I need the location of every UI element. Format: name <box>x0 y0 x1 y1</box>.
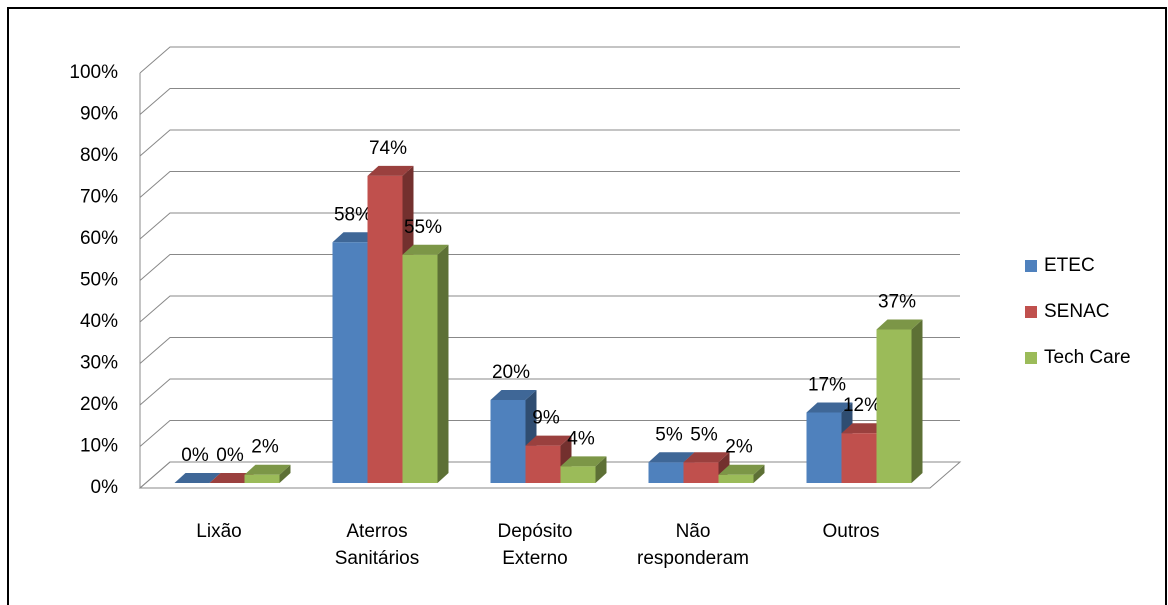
data-label: 5% <box>690 424 718 445</box>
grid-line <box>139 171 960 198</box>
bar-top <box>244 464 291 475</box>
bar-top <box>560 456 607 467</box>
data-label: 58% <box>334 204 372 225</box>
y-tick-label: 80% <box>80 145 118 166</box>
data-label: 2% <box>251 437 279 458</box>
bar-top <box>367 165 414 176</box>
legend-label: Tech Care <box>1044 347 1131 368</box>
y-tick-label: 70% <box>80 187 118 208</box>
grid-line <box>139 378 960 406</box>
bar-top <box>718 464 765 475</box>
data-label: 20% <box>492 362 530 383</box>
bar-front <box>648 462 684 483</box>
bar-side <box>595 456 607 483</box>
legend-swatch <box>1025 306 1037 318</box>
bar <box>718 464 765 483</box>
data-label: 74% <box>369 138 407 159</box>
bar-front <box>367 175 403 483</box>
bar-top <box>648 452 695 463</box>
legend-label: ETEC <box>1044 255 1095 276</box>
legend-swatch <box>1025 260 1037 272</box>
bar-front <box>841 433 877 483</box>
bar-front <box>560 466 596 483</box>
legend-label: SENAC <box>1044 301 1109 322</box>
bar <box>876 319 923 483</box>
data-label: 0% <box>216 445 244 466</box>
bar-side <box>279 464 291 483</box>
grid-line <box>139 46 960 74</box>
legend-swatch <box>1025 352 1037 364</box>
grid-line <box>139 337 960 364</box>
data-label: 37% <box>878 291 916 312</box>
bar <box>209 473 256 483</box>
bar <box>402 244 449 483</box>
x-tick-label: Aterros Sanitários <box>334 521 420 569</box>
bar-side <box>437 244 449 483</box>
bar-side <box>911 319 923 483</box>
x-tick-label: Não responderam <box>637 521 749 569</box>
bar-front <box>490 400 526 483</box>
grid-line <box>139 254 960 281</box>
grid-line <box>139 88 960 115</box>
bar <box>174 473 221 483</box>
bar-front <box>683 462 719 483</box>
data-label: 9% <box>532 408 560 429</box>
y-tick-label: 40% <box>80 311 118 332</box>
x-tick-label: Depósito Externo <box>497 521 573 569</box>
y-tick-label: 60% <box>80 228 118 249</box>
bar-top <box>209 473 256 483</box>
data-label: 55% <box>404 217 442 238</box>
y-tick-label: 30% <box>80 353 118 374</box>
bar-top <box>490 390 537 400</box>
bar-front <box>876 329 912 483</box>
x-tick-label: Outros <box>822 521 880 542</box>
bar-front <box>718 474 754 483</box>
bar <box>244 464 291 483</box>
bar <box>683 452 730 483</box>
data-label: 2% <box>725 437 753 458</box>
bar-top <box>174 473 221 483</box>
data-label: 4% <box>567 428 595 449</box>
x-tick-label: Lixão <box>196 521 242 542</box>
grid-line <box>139 295 960 323</box>
y-tick-label: 10% <box>80 436 118 457</box>
data-label: 5% <box>655 424 683 445</box>
bar-front <box>806 412 842 483</box>
bar-top <box>332 232 379 243</box>
chart-frame <box>7 7 1167 605</box>
bar-front <box>525 445 561 483</box>
grid-line <box>139 212 960 240</box>
bar-top <box>876 319 923 330</box>
bar-top <box>841 423 888 434</box>
y-tick-label: 0% <box>91 477 119 498</box>
bar-top <box>525 435 572 446</box>
bar-front <box>402 254 438 483</box>
y-tick-label: 50% <box>80 270 118 291</box>
bar <box>560 456 607 483</box>
y-tick-label: 90% <box>80 104 118 125</box>
grid-line <box>139 129 960 157</box>
data-label: 17% <box>808 374 846 395</box>
bar-top <box>402 244 449 255</box>
y-tick-label: 100% <box>69 62 118 83</box>
bar-top <box>683 452 730 463</box>
data-label: 12% <box>843 395 881 416</box>
bar-side <box>753 464 765 483</box>
grid-line <box>139 420 960 447</box>
bar-front <box>332 242 368 483</box>
y-tick-label: 20% <box>80 394 118 415</box>
bar-top <box>806 402 853 413</box>
bar-front <box>244 474 280 483</box>
data-label: 0% <box>181 445 209 466</box>
